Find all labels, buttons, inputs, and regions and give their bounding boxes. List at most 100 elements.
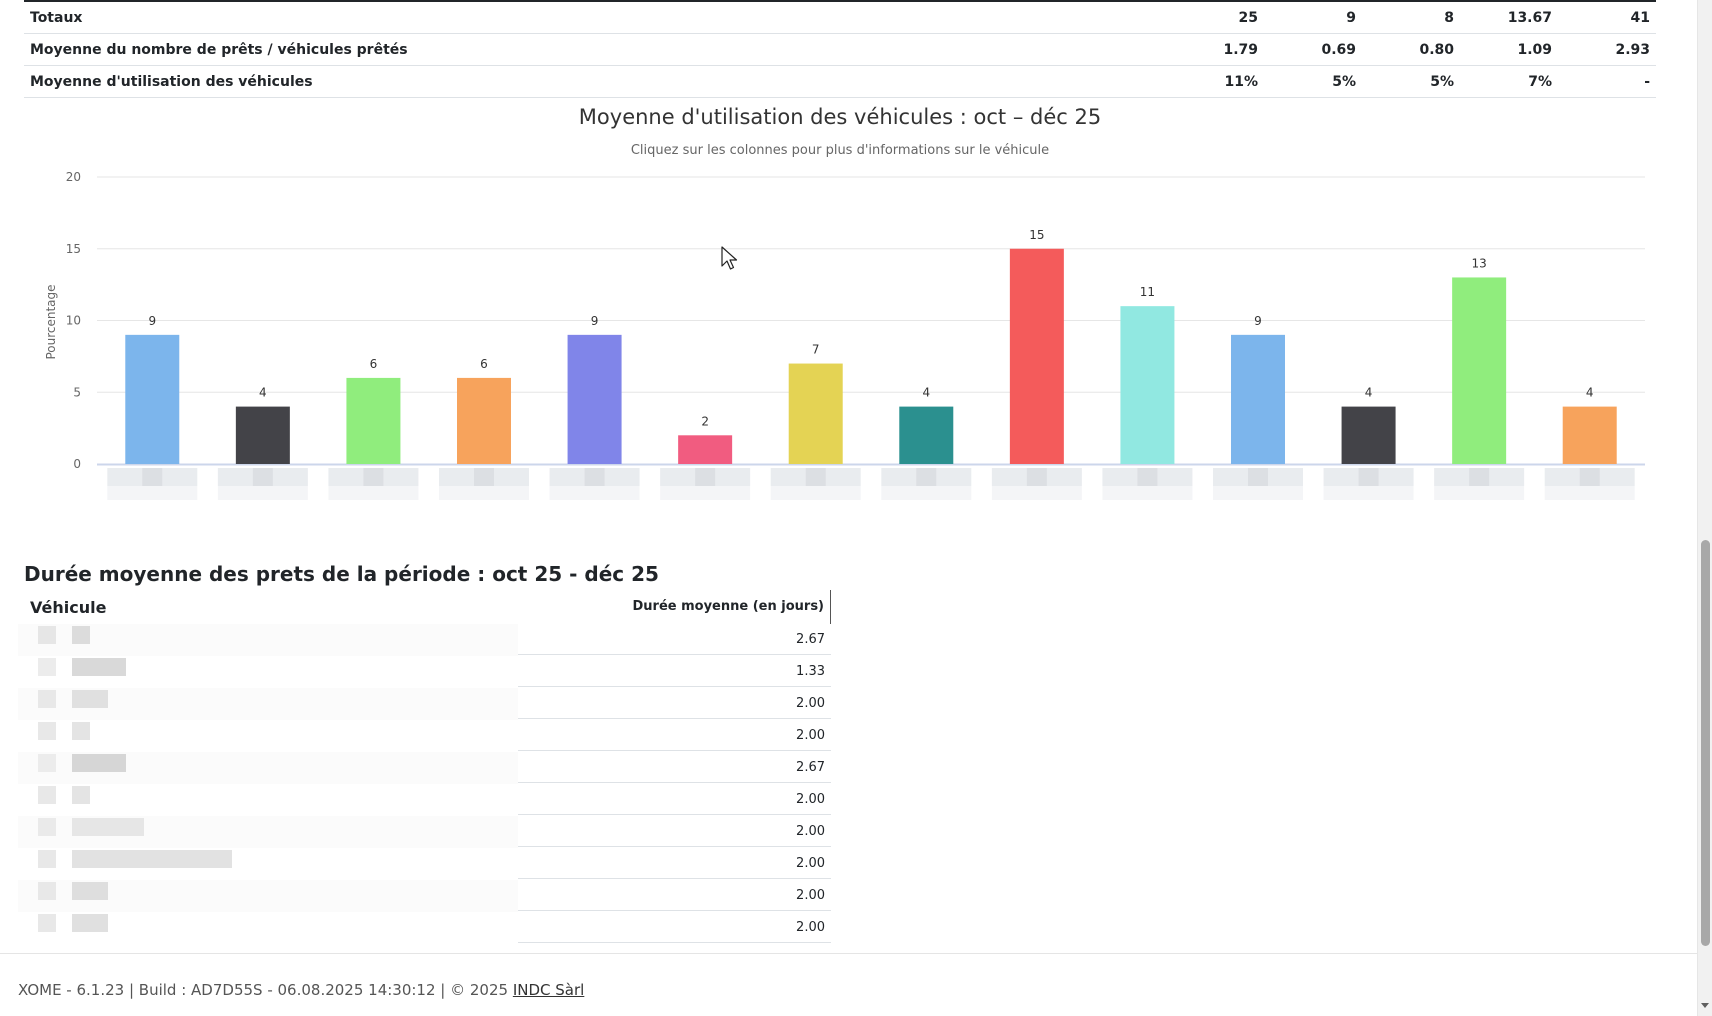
redacted-vehicle-name [18,752,518,784]
redacted-category-label [107,468,198,500]
table-row: 2.67 [18,752,831,784]
company-link[interactable]: INDC Sàrl [512,981,585,999]
summary-table: Totaux 25 9 8 13.67 41 Moyenne du nombre… [24,0,1656,98]
redacted-vehicle-name [18,880,518,912]
version-info: XOME - 6.1.23 | Build : AD7D55S - 06.08.… [18,981,509,999]
table-row: 2.00 [18,816,831,848]
table-cell: 8 [1362,0,1460,34]
x-axis-categories [97,464,1645,500]
chart-bar[interactable] [125,334,180,464]
chart-bar[interactable] [346,377,401,464]
chart-bar[interactable] [788,363,843,464]
redacted-vehicle-name [18,624,518,656]
table-cell: 0.69 [1264,33,1362,66]
chart-bar[interactable] [1562,406,1617,464]
duration-column-header: Durée moyenne (en jours) [560,590,831,624]
table-row: 1.33 [18,656,831,688]
y-tick-label: 5 [73,385,81,399]
redacted-vehicle-name [18,848,518,880]
scrollbar-thumb[interactable] [1701,540,1710,946]
redacted-category-label [549,468,640,500]
duration-table: 2.67 1.33 2.00 2.00 2.67 2.00 2.00 2.00 2.00 2.00 [18,624,831,944]
chart-subtitle: Cliquez sur les colonnes pour plus d'inf… [631,143,1049,158]
mouse-cursor-icon [721,246,738,270]
chart-bar[interactable] [678,435,733,464]
chart-bar[interactable] [1009,248,1064,464]
table-row: 2.00 [18,848,831,880]
table-cell: 1.09 [1460,33,1558,66]
y-tick-label: 10 [66,314,81,328]
bar-data-label: 13 [1472,256,1487,270]
footer-text: XOME - 6.1.23 | Build : AD7D55S - 06.08.… [18,981,584,999]
redacted-category-label [1102,468,1193,500]
redacted-category-label [660,468,751,500]
bar-data-label: 7 [812,343,820,357]
scroll-down-arrow-icon[interactable] [1701,1003,1709,1008]
chart-title: Moyenne d'utilisation des véhicules : oc… [579,105,1101,129]
redacted-category-label [1213,468,1303,500]
duration-value: 2.67 [518,624,831,655]
chart-bar[interactable] [1341,406,1396,464]
redacted-category-label [770,468,861,500]
chart-bar[interactable] [1452,277,1507,464]
table-row: 2.00 [18,880,831,912]
duration-value: 2.00 [518,688,831,719]
vehicle-column-header: Véhicule [30,598,107,617]
bar-data-label: 6 [370,357,378,371]
redacted-category-label [881,468,972,500]
redacted-vehicle-name [18,656,518,688]
table-row: 2.00 [18,688,831,720]
duration-value: 2.00 [518,720,831,751]
footer: XOME - 6.1.23 | Build : AD7D55S - 06.08.… [0,953,1697,1016]
redacted-vehicle-name [18,720,518,752]
table-cell: 7% [1460,65,1558,98]
chart-bar[interactable] [899,406,954,464]
chart-bar[interactable] [1231,334,1285,464]
y-axis-ticks: 0 5 10 15 20 [66,170,81,471]
redacted-category-label [439,468,529,500]
chart-grid [97,176,1645,465]
redacted-category-label [991,468,1082,500]
table-cell: 2.93 [1558,33,1656,66]
redacted-category-label [217,468,308,500]
bar-data-label: 4 [1586,386,1594,400]
row-label: Totaux [24,0,1166,34]
y-tick-label: 15 [66,242,81,256]
redacted-category-label [1434,468,1525,500]
duration-value: 1.33 [518,656,831,687]
vertical-scrollbar[interactable] [1697,0,1712,1016]
bar-data-label: 11 [1140,285,1155,299]
table-cell: 25 [1166,0,1264,34]
table-row: 2.00 [18,784,831,816]
chart-bar[interactable] [1120,306,1175,464]
bar-data-label: 4 [1365,386,1373,400]
row-label: Moyenne du nombre de prêts / véhicules p… [24,33,1166,66]
bar-data-label: 4 [259,386,267,400]
row-label: Moyenne d'utilisation des véhicules [24,65,1166,98]
chart-bar[interactable] [235,406,290,464]
duration-value: 2.00 [518,912,831,943]
table-row: Totaux 25 9 8 13.67 41 [24,0,1656,34]
table-cell: 9 [1264,0,1362,34]
bar-data-label: 4 [922,386,930,400]
y-axis-label: Pourcentage [44,284,58,359]
duration-value: 2.67 [518,752,831,783]
table-row: Moyenne d'utilisation des véhicules 11% … [24,65,1656,98]
table-cell: - [1558,65,1656,98]
bar-data-label: 9 [1254,314,1262,328]
redacted-vehicle-name [18,912,518,944]
bar-data-label: 2 [701,414,709,428]
redacted-vehicle-name [18,816,518,848]
duration-value: 2.00 [518,784,831,815]
redacted-vehicle-name [18,688,518,720]
table-cell: 13.67 [1460,0,1558,34]
chart-bar[interactable] [457,377,511,464]
bar-data-label: 9 [148,314,156,328]
chart-bar[interactable] [567,334,622,464]
duration-value: 2.00 [518,816,831,847]
bar-data-label: 9 [591,314,599,328]
table-cell: 1.79 [1166,33,1264,66]
table-row: 2.00 [18,720,831,752]
table-row: 2.00 [18,912,831,944]
